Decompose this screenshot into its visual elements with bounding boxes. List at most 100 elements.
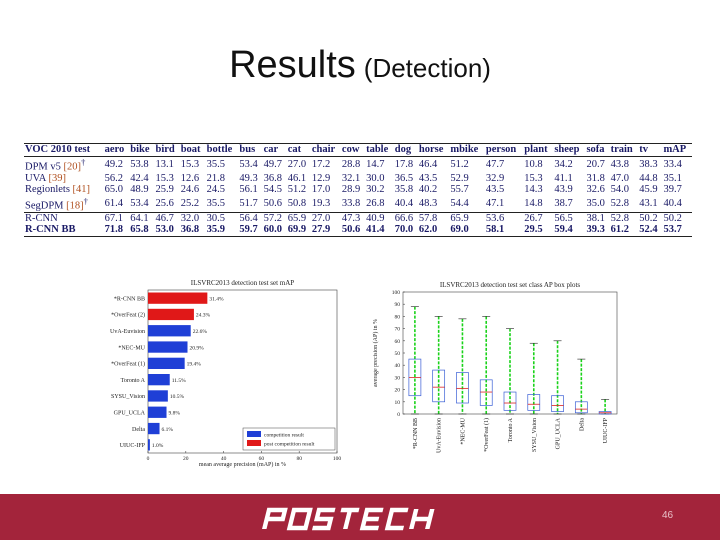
table-cell: 42.4 [130,172,149,184]
y-tick-label: 40 [395,363,401,369]
table-row: DPM v5 [20]† 49.2 53.8 13.1 15.3 35.5 53.4 49.7… [24,156,692,173]
table-cell: 27.9 [310,224,341,237]
table-cell: 62.0 [417,224,450,237]
table-cell: 17.2 [311,158,331,170]
y-tick-label: 30 [395,375,401,381]
category-label: *R-CNN BB [114,296,145,302]
table-row: R-CNN 67.1 64.1 46.7 32.0 30.5 56.4 57.2 65.9 27.… [24,211,692,224]
bar [148,357,185,369]
category-label: GPU_UCLA [114,410,146,416]
table-cell: 36.5 [394,172,414,184]
table-row: R-CNN BB 71.8 65.8 53.0 36.8 35.9 59.7 60.0 69.9… [24,224,692,237]
table-cell: 52.4 [638,224,663,237]
table-header-cell: bike [129,143,155,157]
method-citation: [41] [72,184,91,195]
table-cell: 13.1 [155,158,174,170]
table-cell: 43.5 [485,184,505,195]
table-cell: 12.9 [311,172,331,184]
category-label: UIUC-IFP [603,417,609,443]
table-cell: 51.2 [287,184,307,195]
table-cell: 35.1 [663,172,682,184]
table-cell: 40.2 [418,184,438,195]
y-tick-label: 60 [395,339,401,345]
table-header-cell: train [609,143,639,157]
category-label: GPU_UCLA [556,417,562,449]
y-tick-label: 0 [397,412,400,418]
table-cell: 53.4 [239,158,258,170]
table-cell: 32.0 [179,211,206,224]
table-cell: 43.1 [639,197,658,209]
postech-logo [262,507,435,531]
table-cell: 26.8 [366,197,385,209]
table-cell: 35.0 [586,197,605,209]
slide-footer: 46 [0,494,720,540]
x-axis-label: mean average precision (mAP) in % [199,461,286,468]
table-cell: 32.6 [586,184,605,195]
table-cell: 20.7 [586,158,605,170]
table-cell: 32.1 [341,172,361,184]
category-label: *OverFeat (2) [111,312,145,319]
box-iqr [479,379,493,406]
table-cell: 28.9 [341,184,361,195]
category-label: Toronto A [121,378,146,384]
table-cell: 44.8 [639,172,658,184]
table-cell: 30.2 [366,184,385,195]
table-cell: 57.8 [417,211,450,224]
table-cell: 48.3 [418,197,438,209]
bar-value-label: 11.5% [172,378,186,384]
table-cell: 53.6 [484,211,524,224]
x-tick-label: 0 [147,456,150,462]
table-cell: 47.7 [485,158,505,170]
table-cell: 14.8 [524,197,543,209]
table-cell: 49.3 [239,172,258,184]
method-name: R-CNN BB [25,224,76,235]
table-cell: 46.4 [418,158,438,170]
table-header-cell: tv [638,143,663,157]
table-cell: 32.9 [485,172,505,184]
table-cell: 57.2 [262,211,287,224]
table-cell: 49.2 [104,158,123,170]
table-cell: 51.2 [450,158,469,170]
table-header-cell: sofa [585,143,610,157]
table-cell: 54.5 [263,184,282,195]
table-cell: 59.7 [238,224,263,237]
table-cell: 41.1 [554,172,573,184]
legend-swatch [247,440,261,446]
table-cell: 56.1 [239,184,258,195]
x-tick-label: 60 [259,456,265,462]
table-method-cell: SegDPM [18]† [24,196,104,213]
table-cell: 65.9 [286,211,311,224]
table-method-cell: R-CNN BB [24,224,104,237]
table-method-cell: DPM v5 [20]† [24,156,104,173]
table-cell: 28.8 [341,158,361,170]
table-header-method: VOC 2010 test [24,143,104,157]
category-label: *OverFeat (1) [111,361,145,368]
table-cell: 48.9 [130,184,149,195]
table-cell: 47.3 [340,211,366,224]
table-header-cell: bird [154,143,180,157]
method-name: Regionlets [25,184,70,195]
table-cell: 49.7 [263,158,282,170]
table-cell: 12.6 [180,172,200,184]
table-cell: 17.0 [311,184,331,195]
bar-value-label: 31.4% [209,296,224,302]
y-tick-label: 100 [392,290,401,296]
table-cell: 69.0 [449,224,485,237]
table-cell: 53.8 [130,158,149,170]
table-cell: 41.4 [365,224,394,237]
category-label: *NEC-MU [460,417,466,444]
table-header-cell: table [365,143,394,157]
table-cell: 70.0 [393,224,418,237]
table-cell: 54.0 [610,184,629,195]
method-footnote-mark: † [81,156,86,167]
table-cell: 21.8 [206,172,225,184]
table-cell: 54.4 [450,197,469,209]
table-cell: 14.7 [366,158,385,170]
legend-box [242,427,336,451]
y-tick-label: 70 [395,327,401,333]
table-header-cell: horse [417,143,450,157]
table-cell: 25.9 [155,184,174,195]
table-cell: 38.3 [639,158,658,170]
table-body: DPM v5 [20]† 49.2 53.8 13.1 15.3 35.5 53.4 49.7… [24,156,692,237]
table-cell: 43.9 [554,184,573,195]
